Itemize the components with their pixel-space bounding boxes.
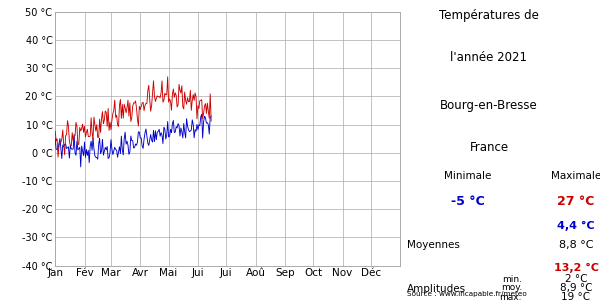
Text: -5 °C: -5 °C xyxy=(451,195,485,208)
Text: Amplitudes: Amplitudes xyxy=(407,284,466,293)
Text: 13,2 °C: 13,2 °C xyxy=(554,262,599,273)
Text: 19 °C: 19 °C xyxy=(562,292,590,300)
Text: 8,8 °C: 8,8 °C xyxy=(559,240,593,250)
Text: moy.: moy. xyxy=(501,284,522,292)
Text: 2 °C: 2 °C xyxy=(565,274,587,284)
Text: Bourg-en-Bresse: Bourg-en-Bresse xyxy=(440,99,538,112)
Text: l'année 2021: l'année 2021 xyxy=(451,51,527,64)
Text: 27 °C: 27 °C xyxy=(557,195,595,208)
Text: Moyennes: Moyennes xyxy=(407,240,460,250)
Text: Maximale: Maximale xyxy=(551,171,600,181)
Text: min.: min. xyxy=(502,274,522,284)
Text: max.: max. xyxy=(499,292,522,300)
Text: France: France xyxy=(469,141,509,154)
Text: Source : www.incapable.fr/meteo: Source : www.incapable.fr/meteo xyxy=(407,291,527,297)
Text: 8,9 °C: 8,9 °C xyxy=(560,284,592,293)
Text: Températures de: Températures de xyxy=(439,9,539,22)
Text: 4,4 °C: 4,4 °C xyxy=(557,220,595,231)
Text: Minimale: Minimale xyxy=(445,171,491,181)
